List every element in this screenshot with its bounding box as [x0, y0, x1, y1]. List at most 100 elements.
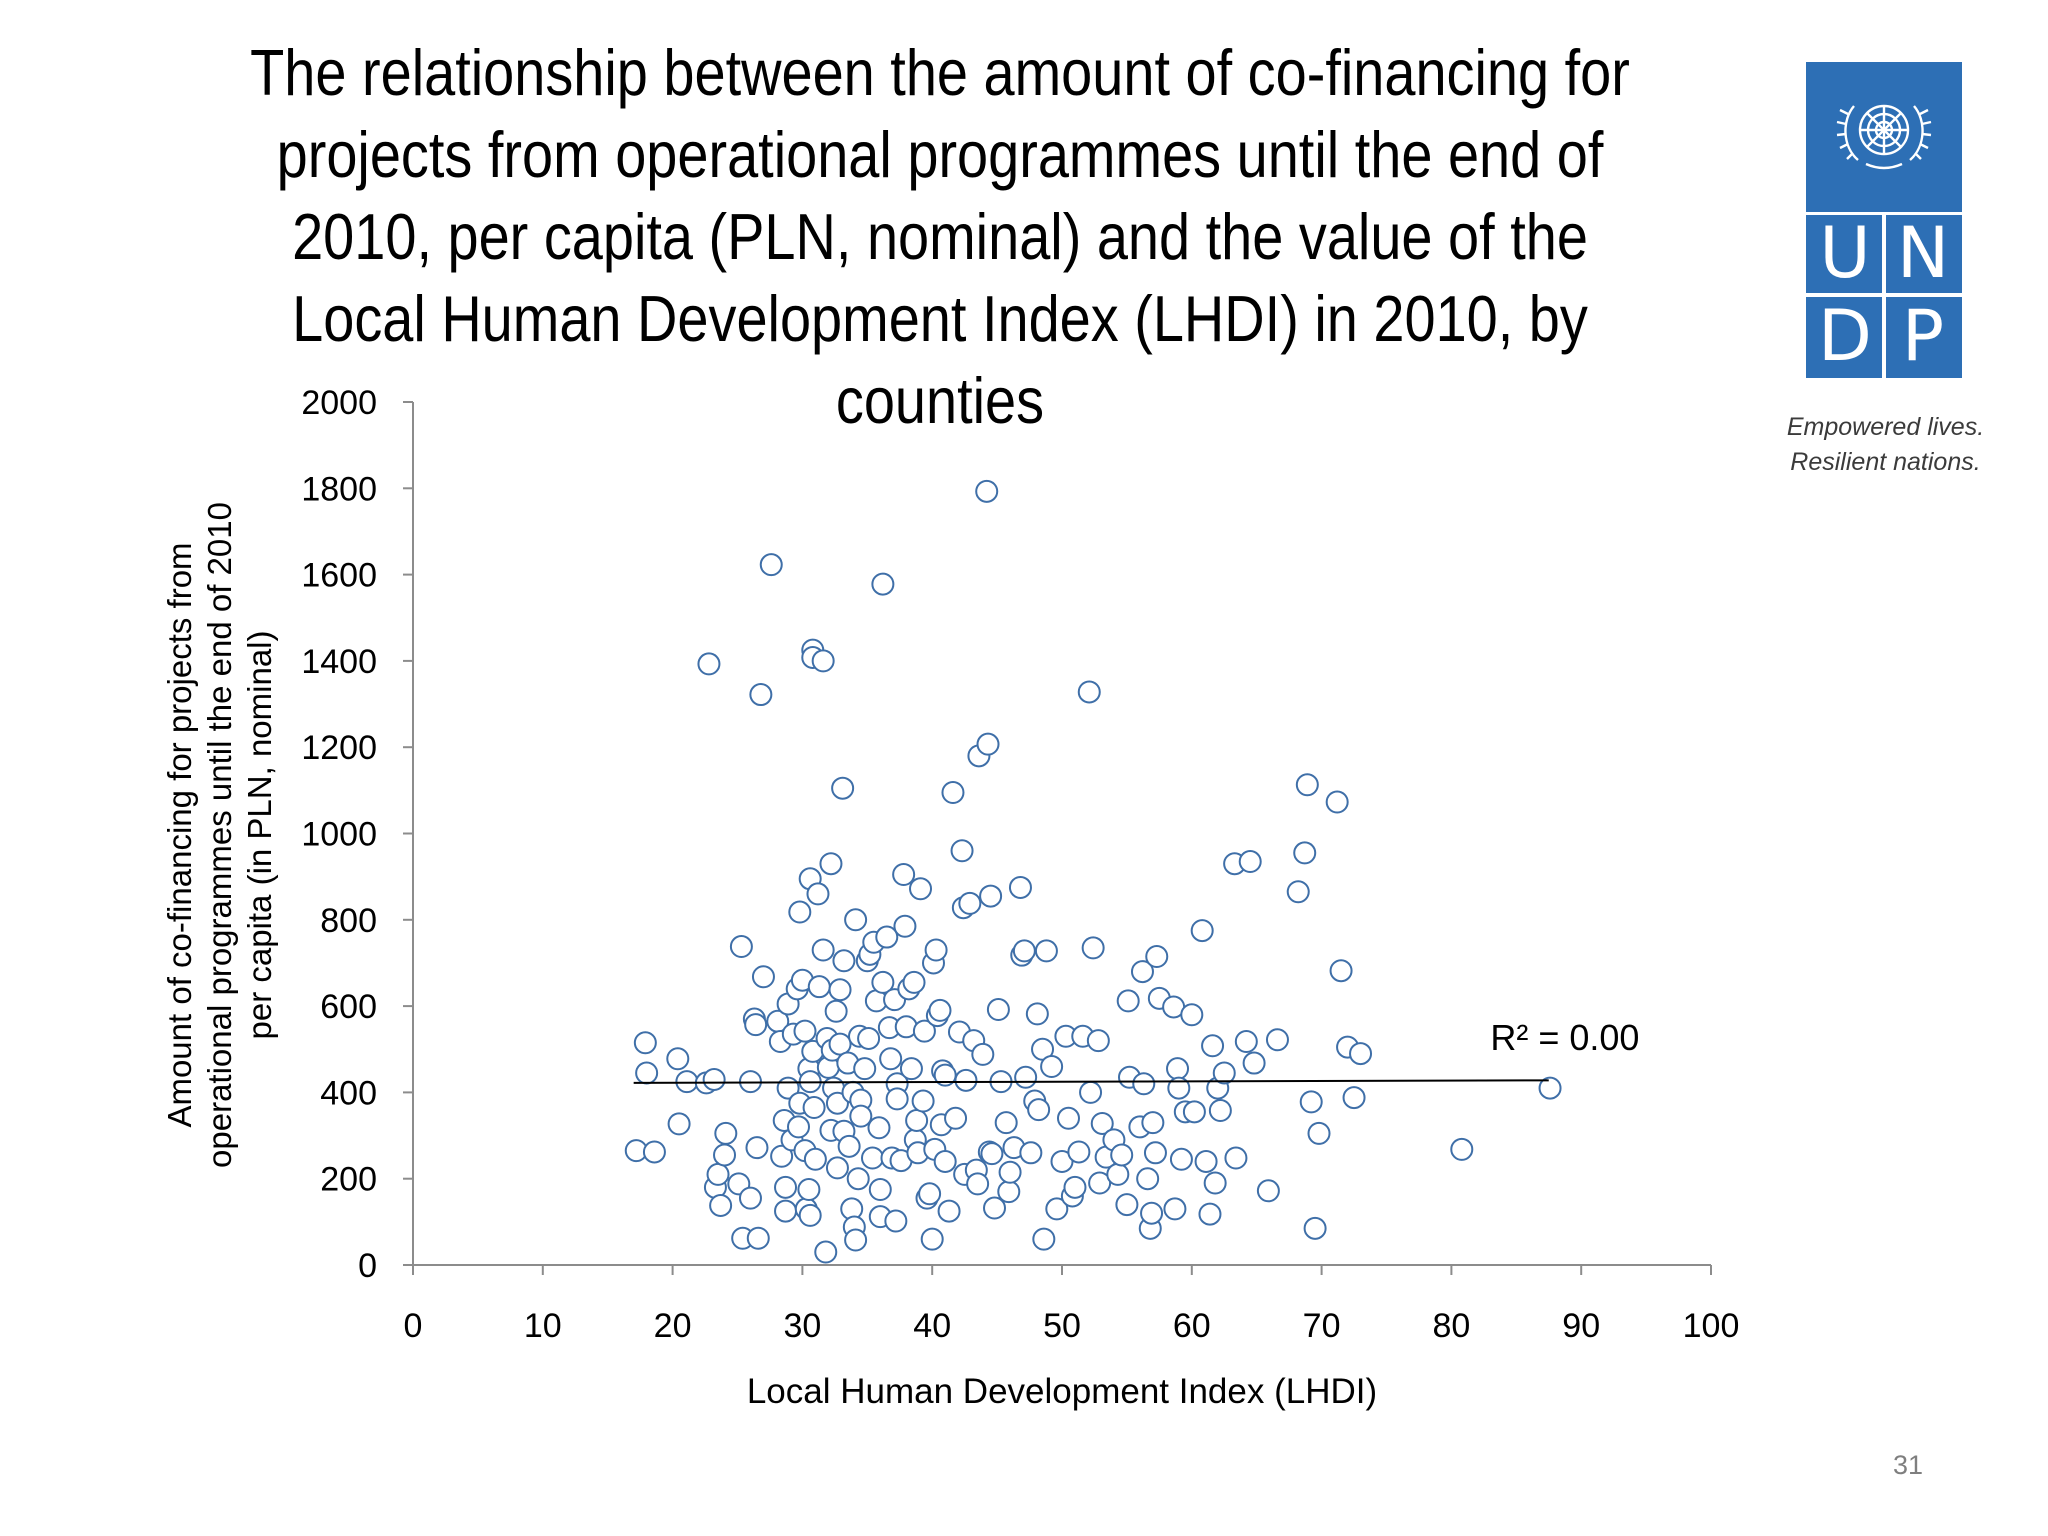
- x-tick-label: 100: [1683, 1307, 1740, 1345]
- undp-logo: U N D P Empowered lives. Resilient natio…: [1783, 62, 1984, 480]
- y-tick-label: 1400: [301, 643, 377, 681]
- tagline-line-2: Resilient nations.: [1790, 448, 1981, 476]
- x-tick-label: 70: [1303, 1307, 1341, 1345]
- logo-letter-p: P: [1901, 295, 1945, 377]
- scatter-point: [998, 1160, 1022, 1184]
- scatter-point: [706, 1162, 730, 1186]
- y-tick-label: 1000: [301, 816, 377, 854]
- scatter-point: [844, 1228, 868, 1252]
- scatter-point: [893, 914, 917, 938]
- scatter-point: [975, 479, 999, 503]
- scatter-point: [774, 1199, 798, 1223]
- y-tick-label: 1800: [301, 470, 377, 508]
- scatter-point: [958, 891, 982, 915]
- scatter-point: [1201, 1034, 1225, 1058]
- x-tick-label: 90: [1562, 1307, 1600, 1345]
- scatter-point: [1342, 1086, 1366, 1110]
- un-emblem-icon: [1836, 104, 1932, 170]
- scatter-point: [819, 852, 843, 876]
- scatter-point: [1025, 1002, 1049, 1026]
- x-tick-label: 80: [1432, 1307, 1470, 1345]
- scatter-point: [666, 1047, 690, 1071]
- scatter-point: [849, 1104, 873, 1128]
- page-number: 31: [1892, 1450, 1923, 1480]
- scatter-point: [824, 999, 848, 1023]
- scatter-point: [1299, 1090, 1323, 1114]
- scatter-point: [1208, 1099, 1232, 1123]
- scatter-point: [1163, 1197, 1187, 1221]
- x-axis-label: Local Human Development Index (LHDI): [747, 1372, 1377, 1411]
- scatter-point: [1450, 1137, 1474, 1161]
- scatter-point: [828, 978, 852, 1002]
- scatter-point: [787, 1115, 811, 1139]
- scatter-point: [807, 975, 831, 999]
- scatter-point: [1169, 1147, 1193, 1171]
- x-tick-label: 0: [404, 1307, 423, 1345]
- scatter-point: [802, 1096, 826, 1120]
- scatter-point: [997, 1180, 1021, 1204]
- scatter-point: [911, 1089, 935, 1113]
- scatter-point: [1238, 850, 1262, 874]
- scatter-point: [1132, 1072, 1156, 1096]
- scatter-point: [950, 839, 974, 863]
- logo-letters: U N D P: [1806, 212, 1962, 378]
- scatter-point: [744, 1013, 768, 1037]
- y-tick-label: 400: [320, 1074, 377, 1112]
- y-tick-label: 0: [358, 1247, 377, 1285]
- scatter-point: [1194, 1149, 1218, 1173]
- scatter-point: [1116, 989, 1140, 1013]
- scatter-point: [1012, 939, 1036, 963]
- scatter-point: [729, 935, 753, 959]
- scatter-point: [884, 1209, 908, 1233]
- scatter-point: [1063, 1175, 1087, 1199]
- scatter-point: [941, 781, 965, 805]
- scatter-point: [1079, 1080, 1103, 1104]
- logo-tagline: Empowered lives. Resilient nations.: [1783, 410, 1988, 480]
- scatter-point: [918, 1182, 942, 1206]
- scatter-point: [871, 572, 895, 596]
- scatter-point: [1256, 1179, 1280, 1203]
- scatter-point: [749, 683, 773, 707]
- scatter-point: [1045, 1197, 1069, 1221]
- scatter-point: [1303, 1216, 1327, 1240]
- x-tick-label: 10: [524, 1307, 562, 1345]
- scatter-point: [1182, 1100, 1206, 1124]
- scatter-point: [774, 1175, 798, 1199]
- scatter-point: [1027, 1098, 1051, 1122]
- scatter-point: [831, 776, 855, 800]
- trendline: [633, 1079, 1549, 1084]
- scatter-point: [892, 862, 916, 886]
- scatter-point: [944, 1106, 968, 1130]
- scatter-point: [1014, 1065, 1038, 1089]
- logo-letter-n: N: [1896, 212, 1950, 294]
- scatter-point: [702, 1067, 726, 1091]
- y-tick-label: 2000: [301, 384, 377, 422]
- chart-axes: 0 200 400 600 800 1000 1200 1400 1600 1800 2000 0 10…: [301, 384, 1739, 1345]
- scatter-point: [1329, 959, 1353, 983]
- scatter-point: [1090, 1111, 1114, 1135]
- scatter-point: [633, 1031, 657, 1055]
- scatter-point: [814, 1240, 838, 1264]
- scatter-point: [667, 1112, 691, 1136]
- scatter-point: [867, 1116, 891, 1140]
- scatter-point: [928, 998, 952, 1022]
- scatter-point: [713, 1143, 737, 1167]
- scatter-point: [1056, 1106, 1080, 1130]
- logo-grid: [1806, 212, 1962, 378]
- scatter-point: [1136, 1167, 1160, 1191]
- scatter-point: [909, 877, 933, 901]
- scatter-point: [857, 1026, 881, 1050]
- scatter-point: [1293, 841, 1317, 865]
- scatter-point: [875, 925, 899, 949]
- scatter-point: [1212, 1061, 1236, 1085]
- scatter-point: [1130, 960, 1154, 984]
- scatter-point: [1242, 1051, 1266, 1075]
- scatter-point: [1019, 1141, 1043, 1165]
- scatter-point: [924, 938, 948, 962]
- scatter-point: [971, 1042, 995, 1066]
- scatter-point: [846, 1167, 870, 1191]
- scatter-point: [793, 1019, 817, 1043]
- scatter-point: [868, 1177, 892, 1201]
- scatter-point: [1286, 880, 1310, 904]
- y-tick-label: 1200: [301, 729, 377, 767]
